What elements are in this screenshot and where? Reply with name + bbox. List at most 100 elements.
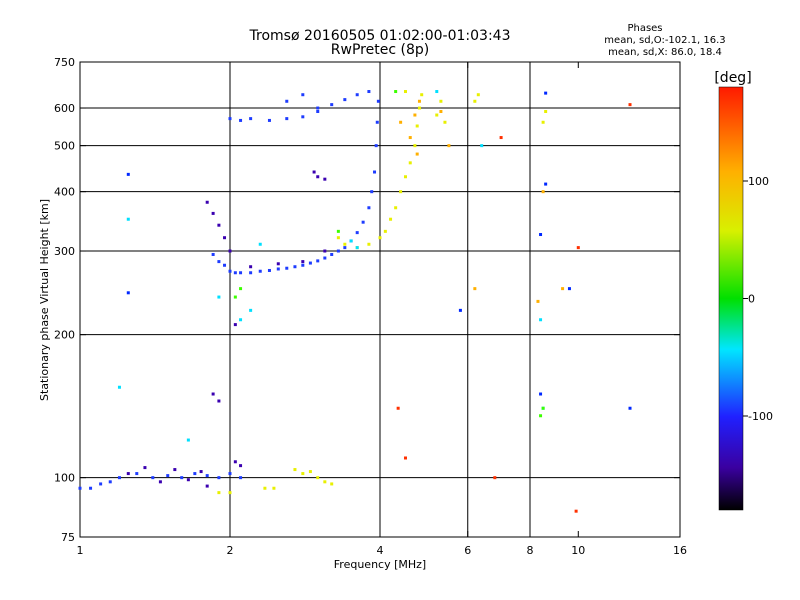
data-point <box>383 229 387 233</box>
data-point <box>193 472 197 476</box>
data-point <box>323 177 327 181</box>
data-point <box>180 476 184 480</box>
data-point <box>361 220 365 224</box>
y-tick-label: 75 <box>61 531 75 544</box>
data-point <box>576 246 580 250</box>
data-point <box>544 182 548 186</box>
data-point <box>394 206 398 210</box>
data-point <box>233 295 237 299</box>
data-point <box>389 217 393 221</box>
data-point <box>413 113 417 117</box>
data-point <box>367 206 371 210</box>
x-tick-label: 2 <box>227 544 234 557</box>
data-point <box>308 261 312 265</box>
data-point <box>544 109 548 113</box>
data-point <box>217 491 221 495</box>
data-point <box>272 486 276 490</box>
data-point <box>473 287 477 291</box>
data-point <box>117 385 121 389</box>
data-point <box>199 470 203 474</box>
data-point <box>117 476 121 480</box>
data-point <box>567 287 571 291</box>
data-point <box>99 482 103 486</box>
data-point <box>443 120 447 124</box>
data-point <box>249 117 253 121</box>
data-point <box>239 476 243 480</box>
data-point <box>151 476 155 480</box>
data-point <box>399 190 403 194</box>
data-point <box>89 486 93 490</box>
data-point <box>166 474 170 478</box>
chart-title: Tromsø 20160505 01:02:00-01:03:43 <box>249 28 511 44</box>
data-point <box>355 246 359 250</box>
data-point <box>211 252 215 256</box>
data-point <box>293 265 297 269</box>
data-point <box>367 90 371 94</box>
data-point <box>211 392 215 396</box>
data-point <box>233 323 237 327</box>
data-point <box>539 318 543 322</box>
axis-ticks: 1 2 4 6 8 10 16 75 100 200 300 400 500 600 750 <box>54 56 687 557</box>
data-point <box>239 118 243 122</box>
y-tick-label: 100 <box>54 472 75 485</box>
data-point <box>413 144 417 148</box>
data-point <box>493 476 497 480</box>
data-point <box>541 190 545 194</box>
chart-subtitle: RwPretec (8p) <box>331 42 429 58</box>
data-point <box>439 99 443 103</box>
data-point <box>316 175 320 179</box>
data-point <box>330 482 334 486</box>
y-tick-label: 300 <box>54 245 75 258</box>
data-points <box>78 90 632 513</box>
data-point <box>376 99 380 103</box>
y-axis-label: Stationary phase Virtual Height [km] <box>38 199 51 401</box>
data-point <box>228 472 232 476</box>
data-point <box>439 109 443 113</box>
data-point <box>480 144 484 148</box>
data-point <box>355 93 359 97</box>
colorbar-tick-label: 100 <box>748 175 769 188</box>
data-point <box>403 175 407 179</box>
data-point <box>276 267 280 271</box>
y-tick-label: 200 <box>54 329 75 342</box>
data-point <box>323 249 327 253</box>
data-point <box>408 136 412 140</box>
data-point <box>417 106 421 110</box>
data-point <box>173 468 177 472</box>
data-point <box>258 242 262 246</box>
data-point <box>312 170 316 174</box>
data-point <box>205 200 209 204</box>
data-point <box>394 90 398 94</box>
data-point <box>370 190 374 194</box>
data-point <box>355 231 359 235</box>
data-point <box>249 271 253 275</box>
data-point <box>330 103 334 107</box>
data-point <box>336 249 340 253</box>
data-point <box>323 256 327 260</box>
data-point <box>135 472 139 476</box>
data-point <box>420 93 424 97</box>
data-point <box>316 476 320 480</box>
colorbar-ticks: 100 0 -100 <box>743 175 773 423</box>
data-point <box>476 93 480 97</box>
data-point <box>330 252 334 256</box>
data-point <box>217 476 221 480</box>
phase-line-x: mean, sd,X: 86.0, 18.4 <box>608 47 722 58</box>
y-tick-label: 500 <box>54 140 75 153</box>
data-point <box>399 120 403 124</box>
data-point <box>239 287 243 291</box>
data-point <box>249 308 253 312</box>
data-point <box>473 99 477 103</box>
x-tick-label: 10 <box>571 544 585 557</box>
data-point <box>316 259 320 263</box>
data-point <box>343 242 347 246</box>
data-point <box>233 460 237 464</box>
data-point <box>211 211 215 215</box>
colorbar-label: [deg] <box>714 70 751 86</box>
data-point <box>447 144 451 148</box>
data-point <box>223 236 227 240</box>
data-point <box>217 260 221 264</box>
data-point <box>301 263 305 267</box>
data-point <box>374 144 378 148</box>
data-point <box>301 115 305 119</box>
